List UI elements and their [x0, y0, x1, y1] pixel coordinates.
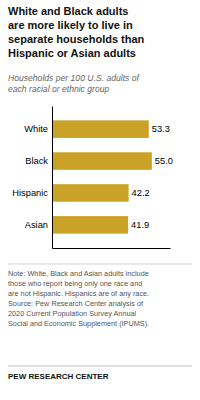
y-tick-label: White	[24, 124, 48, 134]
title: White and Black adults are more likely to…	[8, 5, 145, 59]
footer-separator	[8, 366, 192, 367]
bar	[52, 184, 129, 202]
title-line: are more likely to live in	[8, 19, 133, 31]
bar	[52, 120, 149, 138]
y-axis-line	[52, 107, 53, 249]
title-line: separate households than	[8, 33, 145, 45]
y-axis: White Black Hispanic Asian	[12, 107, 52, 249]
data-label: 42.2	[132, 188, 150, 198]
subtitle-line: each racial or ethnic group	[8, 84, 109, 94]
data-labels: 53.3 55.0 42.2 41.9	[131, 124, 173, 230]
bar	[52, 152, 152, 170]
data-label: 55.0	[155, 156, 173, 166]
subtitle: Households per 100 U.S. adults ofeach ra…	[8, 73, 141, 94]
data-label: 41.9	[131, 220, 149, 230]
y-tick: Black	[25, 156, 52, 166]
y-tick-label: Asian	[25, 220, 48, 230]
y-tick: Hispanic	[12, 188, 52, 198]
note-line: Note: White, Black and Asian adults incl…	[8, 269, 149, 278]
x-axis-line	[53, 248, 171, 249]
title-line: Hispanic or Asian adults	[8, 47, 136, 59]
bars	[52, 120, 152, 233]
y-tick-label: Hispanic	[12, 188, 48, 198]
separator	[8, 264, 192, 265]
note: Note: White, Black and Asian adults incl…	[8, 269, 149, 328]
subtitle-line: Households per 100 U.S. adults of	[8, 73, 141, 83]
chart: White and Black adults are more likely to…	[0, 0, 200, 400]
note-line: 2020 Current Population Survey Annual	[8, 309, 137, 318]
data-label: 53.3	[152, 124, 170, 134]
bar	[52, 216, 128, 234]
note-line: Source: Pew Research Center analysis of	[8, 299, 144, 308]
note-line: Social and Economic Supplement (IPUMS).	[8, 319, 149, 328]
title-line: White and Black adults	[8, 5, 128, 17]
note-line: those who report being only one race and	[8, 279, 142, 288]
note-line: are not Hispanic. Hispanics are of any r…	[8, 289, 149, 298]
y-tick: Asian	[25, 220, 52, 230]
y-tick-label: Black	[25, 156, 48, 166]
y-tick: White	[24, 124, 52, 134]
footer: PEW RESEARCH CENTER	[8, 372, 109, 381]
x-axis	[53, 248, 171, 249]
